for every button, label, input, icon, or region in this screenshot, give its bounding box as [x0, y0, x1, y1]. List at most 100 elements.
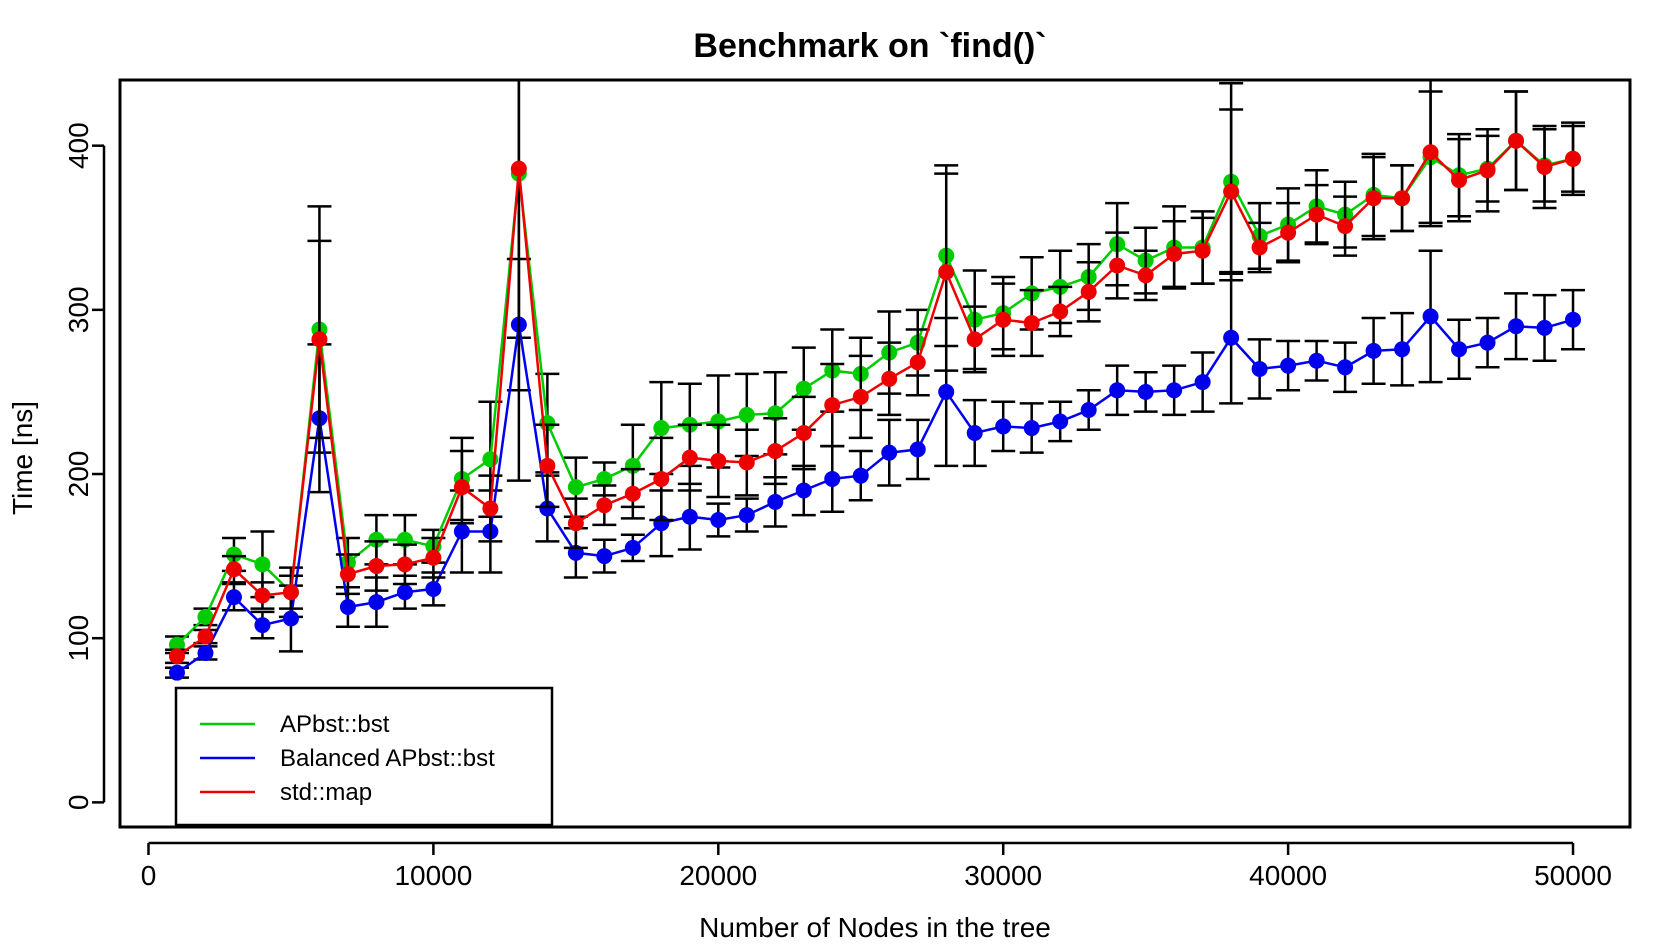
data-point	[1508, 318, 1525, 335]
series-layer	[164, 80, 1586, 681]
data-point	[966, 331, 983, 348]
data-point	[624, 485, 641, 502]
y-tick-label: 300	[63, 286, 94, 333]
data-point	[824, 397, 841, 414]
data-point	[852, 388, 869, 405]
data-point	[966, 424, 983, 441]
data-point	[995, 311, 1012, 328]
data-point	[681, 508, 698, 525]
data-point	[1109, 257, 1126, 274]
data-point	[1137, 383, 1154, 400]
data-point	[197, 608, 214, 625]
data-point	[1223, 183, 1240, 200]
y-tick-label: 200	[63, 451, 94, 498]
data-point	[1422, 144, 1439, 161]
data-point	[425, 580, 442, 597]
data-point	[653, 470, 670, 487]
data-point	[1394, 190, 1411, 207]
series-line	[176, 138, 1574, 646]
data-point	[681, 449, 698, 466]
data-point	[1166, 246, 1183, 263]
data-point	[1280, 357, 1297, 374]
data-point	[824, 470, 841, 487]
data-point	[339, 566, 356, 583]
series-std-map	[164, 80, 1586, 665]
data-point	[197, 644, 214, 661]
data-point	[1137, 267, 1154, 284]
x-tick-label: 20000	[679, 860, 757, 891]
data-point	[1337, 359, 1354, 376]
data-point	[453, 523, 470, 540]
data-point	[1280, 224, 1297, 241]
data-point	[1080, 401, 1097, 418]
data-point	[1023, 420, 1040, 437]
data-point	[624, 539, 641, 556]
data-point	[254, 587, 271, 604]
data-point	[482, 500, 499, 517]
data-point	[1451, 172, 1468, 189]
series-line	[176, 138, 1574, 658]
x-tick-label: 40000	[1249, 860, 1327, 891]
data-point	[225, 546, 242, 563]
data-point	[596, 548, 613, 565]
x-tick-label: 10000	[394, 860, 472, 891]
data-point	[1251, 239, 1268, 256]
data-point	[311, 331, 328, 348]
x-axis: 0 10000 20000 30000 40000 50000	[141, 841, 1612, 891]
x-tick-label: 50000	[1534, 860, 1612, 891]
x-tick-label: 0	[141, 860, 157, 891]
chart-title: Benchmark on `find()`	[693, 27, 1046, 65]
data-point	[1308, 206, 1325, 223]
data-point	[282, 610, 299, 627]
plot-area-frame	[118, 78, 1632, 829]
data-point	[368, 594, 385, 611]
data-point	[909, 354, 926, 371]
data-point	[567, 479, 584, 496]
data-point	[1223, 329, 1240, 346]
data-point	[795, 380, 812, 397]
data-point	[795, 424, 812, 441]
legend-label: APbst::bst	[280, 711, 390, 738]
data-point	[852, 467, 869, 484]
x-axis-label: Number of Nodes in the tree	[699, 912, 1051, 943]
data-point	[254, 556, 271, 573]
data-point	[1194, 242, 1211, 259]
legend-label: Balanced APbst::bst	[280, 745, 495, 772]
data-point	[396, 556, 413, 573]
data-point	[225, 561, 242, 578]
legend-box	[174, 686, 554, 827]
data-point	[1080, 283, 1097, 300]
data-point	[596, 497, 613, 514]
data-point	[909, 441, 926, 458]
data-point	[938, 383, 955, 400]
y-tick-label: 0	[63, 795, 94, 811]
data-point	[396, 584, 413, 601]
data-point	[938, 264, 955, 281]
data-point	[881, 370, 898, 387]
data-point	[567, 515, 584, 532]
data-point	[539, 500, 556, 517]
data-point	[1394, 341, 1411, 358]
data-point	[1166, 382, 1183, 399]
data-point	[710, 452, 727, 469]
data-point	[197, 628, 214, 645]
y-axis-label: Time [ns]	[7, 401, 38, 515]
data-point	[1565, 311, 1582, 328]
data-point	[1479, 334, 1496, 351]
data-point	[1422, 308, 1439, 325]
data-point	[1194, 374, 1211, 391]
data-point	[596, 470, 613, 487]
data-point	[510, 160, 527, 177]
data-point	[1052, 413, 1069, 430]
y-tick-label: 100	[63, 615, 94, 662]
data-point	[738, 454, 755, 471]
data-point	[767, 443, 784, 460]
data-point	[738, 507, 755, 524]
data-point	[710, 511, 727, 528]
data-point	[368, 557, 385, 574]
data-point	[168, 664, 185, 681]
series-line	[176, 314, 1574, 674]
